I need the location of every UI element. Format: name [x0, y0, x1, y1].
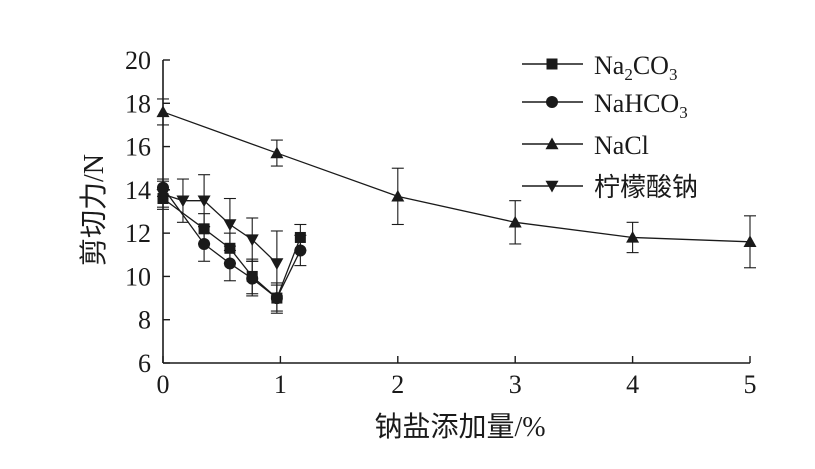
legend-marker — [546, 96, 558, 108]
y-tick-label: 18 — [125, 89, 151, 118]
x-axis-label: 钠盐添加量/% — [374, 411, 545, 443]
data-point — [508, 215, 522, 228]
y-tick-label: 16 — [125, 133, 151, 162]
data-point — [246, 272, 259, 285]
data-point — [391, 189, 405, 202]
x-tick-label: 0 — [157, 370, 170, 399]
series-layer — [156, 98, 757, 314]
data-point — [176, 195, 190, 208]
data-point — [743, 235, 757, 247]
data-point — [156, 188, 170, 201]
legend-label: NaHCO3 — [594, 89, 688, 122]
legend-item: NaCl — [522, 131, 649, 160]
series — [156, 174, 284, 297]
y-tick-label: 14 — [125, 176, 151, 205]
legend: Na2CO3 NaHCO3 NaCl 柠檬酸钠 — [522, 51, 698, 202]
data-point — [223, 257, 236, 270]
x-tick-label: 5 — [744, 370, 757, 399]
data-point — [156, 105, 170, 118]
x-tick-label: 2 — [391, 370, 404, 399]
series-line — [162, 193, 278, 264]
data-point — [223, 219, 237, 231]
data-point — [270, 292, 283, 305]
data-point — [245, 234, 259, 247]
legend-item: 柠檬酸钠 — [522, 173, 698, 202]
data-point — [294, 244, 307, 257]
legend-marker — [545, 137, 559, 150]
legend-item: Na2CO3 — [522, 51, 677, 84]
series-line — [162, 197, 301, 300]
y-tick-label: 20 — [125, 46, 151, 75]
legend-marker — [546, 58, 558, 70]
series-line — [162, 187, 301, 300]
x-tick-label: 4 — [626, 370, 639, 399]
x-tick-label: 3 — [509, 370, 522, 399]
legend-marker — [545, 180, 559, 193]
y-tick-label: 8 — [138, 306, 151, 335]
y-tick-label: 12 — [125, 219, 151, 248]
series — [156, 98, 757, 269]
y-tick-label: 10 — [125, 262, 151, 291]
legend-label: 柠檬酸钠 — [594, 173, 698, 202]
legend-label: NaCl — [594, 131, 649, 160]
data-point — [270, 146, 284, 159]
legend-item: NaHCO3 — [522, 89, 688, 122]
y-axis-label: 剪切力/N — [78, 154, 110, 266]
series-line — [162, 111, 751, 243]
data-point — [626, 230, 640, 243]
data-point — [270, 258, 284, 270]
data-point — [198, 237, 211, 250]
data-point — [197, 195, 211, 208]
y-tick-label: 6 — [138, 349, 151, 378]
x-tick-label: 1 — [274, 370, 287, 399]
legend-label: Na2CO3 — [594, 51, 677, 84]
